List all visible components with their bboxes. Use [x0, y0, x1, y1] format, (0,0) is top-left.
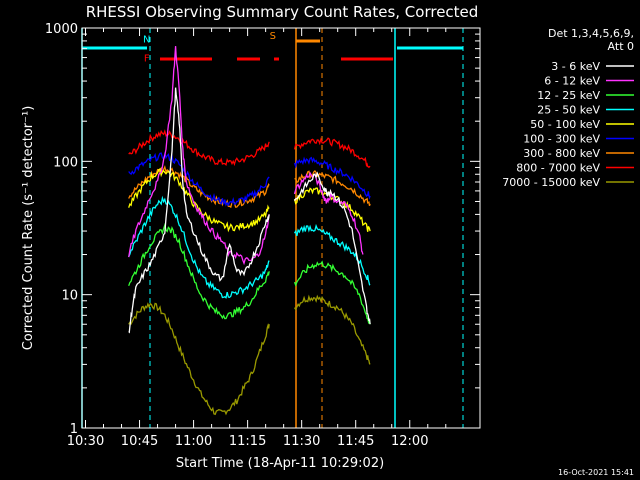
x-tick-label-5: 11:45	[337, 434, 374, 449]
x-axis-label: Start Time (18-Apr-11 10:29:02)	[176, 456, 384, 471]
legend-label-7: 800 - 7000 keV	[516, 162, 600, 175]
legend-label-3: 25 - 50 keV	[537, 104, 600, 117]
x-tick-label-2: 11:00	[175, 434, 212, 449]
series-line-2-seg-0	[128, 222, 270, 320]
series-line-5-seg-1	[293, 156, 371, 200]
series-line-7-seg-0	[128, 129, 270, 167]
footer-timestamp: 16-Oct-2021 15:41	[558, 468, 634, 477]
x-tick-label-3: 11:15	[229, 434, 266, 449]
series-line-1-seg-0	[128, 46, 270, 266]
series-line-0-seg-1	[293, 171, 371, 325]
legend: Det 1,3,4,5,6,9, Att 0 3 - 6 keV 6 - 12 k…	[502, 27, 634, 189]
series-line-7-seg-1	[293, 137, 371, 169]
y-tick-label-2: 100	[53, 155, 78, 170]
y-tick-label-3: 1000	[45, 22, 78, 37]
x-tick-label-1: 10:45	[121, 434, 158, 449]
series-line-3-seg-1	[293, 223, 371, 286]
series-line-3-seg-0	[128, 195, 270, 299]
y-axis: 1 10 100 1000	[45, 22, 480, 437]
series-line-0-seg-0	[128, 87, 270, 334]
legend-label-6: 300 - 800 keV	[523, 147, 600, 160]
annotation-s: S	[270, 31, 276, 42]
x-tick-label-0: 10:30	[67, 434, 104, 449]
series-layer	[128, 46, 371, 416]
series-line-2-seg-1	[293, 260, 371, 325]
y-tick-label-0: 1	[70, 422, 78, 437]
legend-label-2: 12 - 25 keV	[537, 89, 600, 102]
plot-frame	[81, 27, 481, 429]
legend-header-line-2: Att 0	[608, 40, 634, 53]
annotation-f: F	[144, 54, 150, 65]
annotation-layer: NF S	[143, 31, 276, 65]
chart-title: RHESSI Observing Summary Count Rates, Co…	[86, 3, 479, 21]
series-line-1-seg-1	[293, 171, 364, 255]
series-line-5-seg-0	[128, 151, 270, 207]
series-line-8-seg-1	[293, 294, 371, 365]
series-line-6-seg-1	[294, 170, 371, 206]
x-tick-label-4: 11:30	[283, 434, 320, 449]
legend-label-0: 3 - 6 keV	[551, 60, 600, 73]
series-line-8-seg-0	[128, 302, 270, 416]
legend-header-line-1: Det 1,3,4,5,6,9,	[548, 27, 634, 40]
x-axis: 10:30 10:45 11:00 11:15 11:30 11:45 12:00	[67, 28, 447, 449]
y-axis-label: Corrected Count Rate (s⁻¹ detector⁻¹)	[21, 106, 36, 351]
legend-label-5: 100 - 300 keV	[523, 133, 600, 146]
legend-label-1: 6 - 12 keV	[544, 75, 600, 88]
x-tick-label-6: 12:00	[391, 434, 428, 449]
y-tick-label-1: 10	[61, 289, 78, 304]
legend-label-8: 7000 - 15000 keV	[502, 176, 600, 189]
annotation-n: N	[143, 34, 150, 45]
legend-label-4: 50 - 100 keV	[530, 118, 600, 131]
